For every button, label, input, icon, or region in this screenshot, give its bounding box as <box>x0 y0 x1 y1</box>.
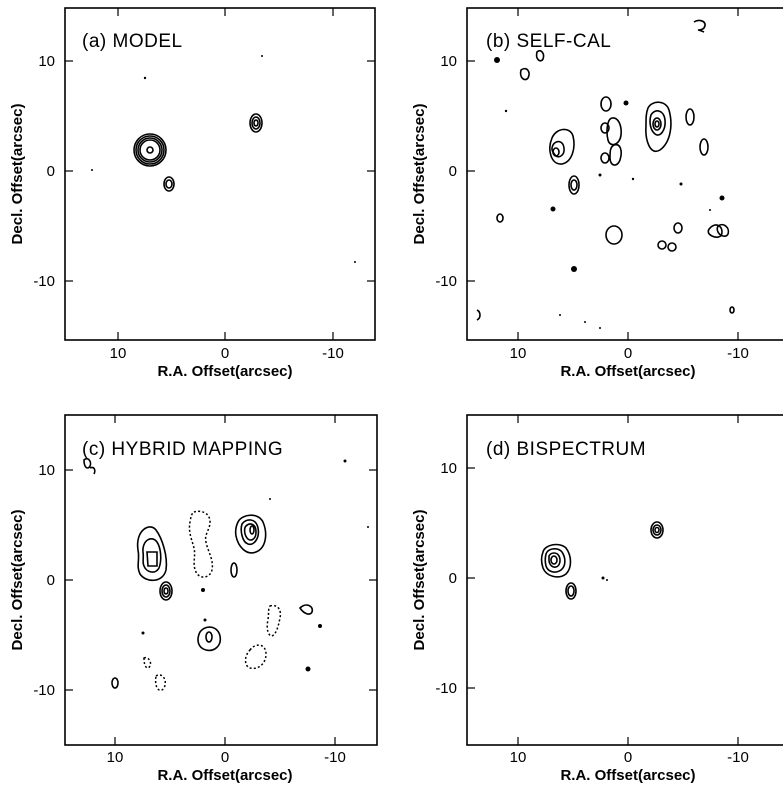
y-tick-label: 0 <box>449 163 457 180</box>
panel-d: 10 0 -10 10 0 -10 R.A. Offset(arcsec) De… <box>411 414 783 784</box>
y-tick-label: 10 <box>440 53 457 70</box>
x-tick-label: 0 <box>624 749 632 766</box>
panel-b: 10 0 -10 10 0 -10 R.A. Offset(arcsec) De… <box>411 7 783 380</box>
x-axis-label: R.A. Offset(arcsec) <box>157 767 292 784</box>
panel-title: (a) MODEL <box>82 31 183 52</box>
x-tick-label: 0 <box>221 345 229 362</box>
y-tick-label: -10 <box>33 273 55 290</box>
panel-title: (d) BISPECTRUM <box>486 439 646 460</box>
x-tick-label: 10 <box>510 749 527 766</box>
y-axis-label: Decl. Offset(arcsec) <box>411 104 428 245</box>
y-tick-label: -10 <box>33 682 55 699</box>
y-tick-label: 10 <box>440 460 457 477</box>
y-tick-label: 0 <box>47 163 55 180</box>
x-axis-label: R.A. Offset(arcsec) <box>560 767 695 784</box>
x-tick-label: 10 <box>510 345 527 362</box>
contours <box>476 19 735 329</box>
contours <box>91 55 356 263</box>
y-tick-label: -10 <box>435 680 457 697</box>
plot-frame <box>64 7 376 341</box>
plot-frame <box>64 414 378 746</box>
y-tick-label: 0 <box>449 570 457 587</box>
panel-title: (b) SELF-CAL <box>486 31 611 52</box>
contours <box>540 521 664 600</box>
panel-title: (c) HYBRID MAPPING <box>82 439 283 460</box>
x-tick-label: -10 <box>727 345 749 362</box>
y-tick-label: 10 <box>38 462 55 479</box>
x-tick-label: 10 <box>107 749 124 766</box>
contours <box>83 457 369 692</box>
y-tick-label: 10 <box>38 53 55 70</box>
y-axis-label: Decl. Offset(arcsec) <box>411 510 428 651</box>
panel-c: 10 0 -10 10 0 -10 R.A. Offset(arcsec) De… <box>9 414 378 784</box>
y-tick-label: 0 <box>47 572 55 589</box>
x-tick-label: -10 <box>324 749 346 766</box>
y-axis-label: Decl. Offset(arcsec) <box>9 510 26 651</box>
x-tick-label: 0 <box>221 749 229 766</box>
plot-frame <box>466 7 783 341</box>
y-axis-label: Decl. Offset(arcsec) <box>9 104 26 245</box>
panel-a: 10 0 -10 10 0 -10 R.A. Offset(arcsec) De… <box>9 7 376 380</box>
x-axis-label: R.A. Offset(arcsec) <box>157 363 292 380</box>
x-axis-label: R.A. Offset(arcsec) <box>560 363 695 380</box>
y-tick-label: -10 <box>435 273 457 290</box>
x-tick-label: 10 <box>110 345 127 362</box>
x-tick-label: -10 <box>727 749 749 766</box>
x-tick-label: -10 <box>322 345 344 362</box>
x-tick-label: 0 <box>624 345 632 362</box>
plot-frame <box>466 414 783 746</box>
